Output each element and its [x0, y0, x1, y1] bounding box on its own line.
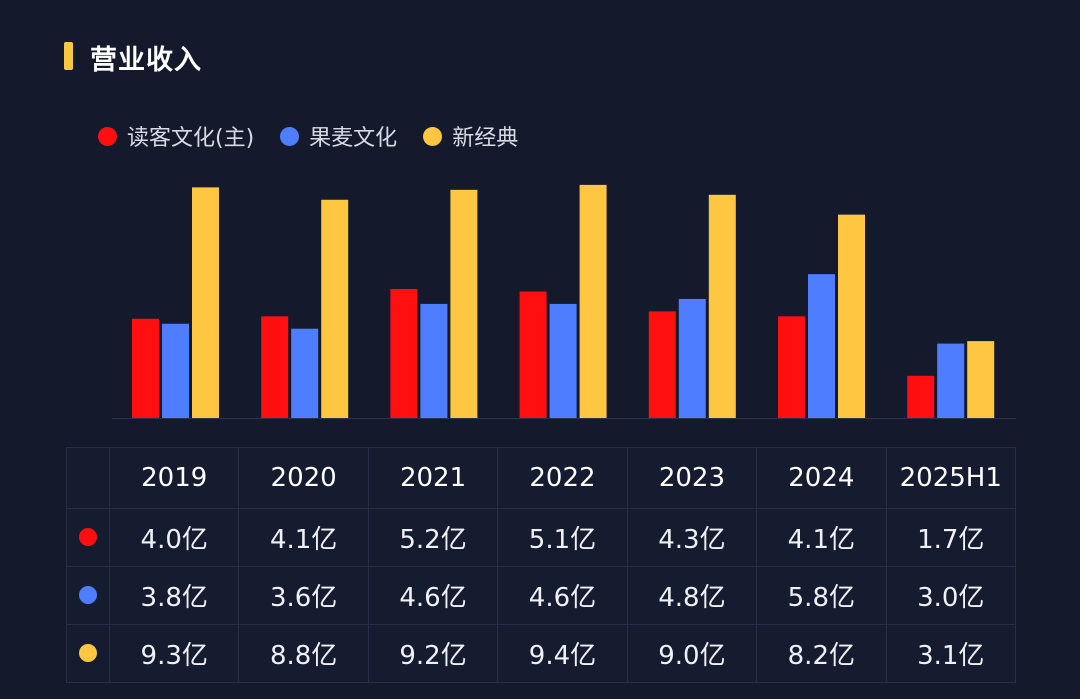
value-cell: 3.1亿: [885, 624, 1017, 683]
value-cell: 4.6亿: [497, 566, 628, 625]
bar-新经典-2024: [838, 214, 865, 418]
value-cell: 9.3亿: [108, 624, 240, 683]
value-cell: 3.8亿: [108, 566, 240, 625]
bar-新经典-2019: [192, 187, 219, 418]
bar-果麦文化-2022: [549, 303, 577, 418]
bar-果麦文化-2025H1: [937, 343, 965, 418]
legend-item-0: 读客文化(主): [98, 120, 254, 152]
row-dot-0: [79, 527, 97, 546]
legend-label-1: 果麦文化: [309, 126, 398, 151]
bar-新经典-2020: [321, 199, 349, 418]
row-marker-cell: [66, 508, 110, 567]
bar-新经典-2022: [579, 184, 607, 418]
value-cell: 9.4亿: [497, 624, 628, 683]
value-cell: 4.1亿: [238, 508, 369, 567]
bar-读客文化(主)-2023: [648, 311, 676, 418]
bar-读客文化(主)-2021: [390, 289, 418, 418]
bar-果麦文化-2024: [808, 274, 835, 418]
bar-果麦文化-2019: [162, 323, 189, 418]
legend-dot-0: [98, 126, 117, 146]
bar-果麦文化-2021: [420, 303, 448, 418]
value-cell: 9.0亿: [626, 624, 758, 683]
year-cell: 2019: [108, 447, 240, 509]
table-row: 3.8亿 3.6亿 4.6亿 4.6亿 4.8亿 5.8亿 3.0亿: [66, 566, 1017, 625]
bar-读客文化(主)-2019: [132, 318, 159, 418]
table-header-row: 2019 2020 2021 2022 2023 2024 2025H1: [66, 447, 1017, 509]
value-cell: 4.0亿: [108, 508, 240, 567]
value-cell: 4.3亿: [626, 508, 758, 567]
row-marker-cell: [66, 624, 110, 683]
value-cell: 5.2亿: [367, 508, 499, 567]
value-cell: 1.7亿: [885, 508, 1017, 567]
row-dot-1: [79, 585, 97, 604]
page-title: 营业收入: [90, 45, 202, 76]
bar-读客文化(主)-2024: [778, 316, 805, 418]
bar-果麦文化-2023: [678, 298, 706, 418]
value-cell: 5.8亿: [756, 566, 887, 625]
table-row: 9.3亿 8.8亿 9.2亿 9.4亿 9.0亿 8.2亿 3.1亿: [66, 624, 1017, 683]
year-cell: 2021: [367, 447, 499, 509]
row-dot-2: [79, 643, 97, 662]
legend-dot-2: [423, 126, 443, 146]
year-cell: 2020: [238, 447, 369, 509]
year-cell: 2023: [626, 447, 758, 509]
row-marker-cell: [66, 566, 110, 625]
bar-读客文化(主)-2025H1: [907, 375, 935, 418]
data-table: 2019 2020 2021 2022 2023 2024 2025H1 4.0…: [66, 447, 1017, 683]
year-cell: 2022: [497, 447, 628, 509]
value-cell: 4.6亿: [367, 566, 499, 625]
legend-item-1: 果麦文化: [280, 120, 397, 152]
legend-item-2: 新经典: [423, 120, 518, 152]
table-corner-cell: [66, 447, 110, 509]
value-cell: 8.2亿: [756, 624, 887, 683]
bar-读客文化(主)-2022: [519, 291, 547, 418]
bar-果麦文化-2020: [291, 328, 319, 418]
title-accent-bar: [64, 42, 73, 70]
bar-新经典-2021: [450, 189, 478, 418]
value-cell: 3.0亿: [885, 566, 1017, 625]
legend-dot-1: [280, 126, 300, 146]
bar-读客文化(主)-2020: [261, 316, 289, 418]
bar-新经典-2025H1: [967, 341, 995, 418]
year-cell: 2025H1: [885, 447, 1017, 509]
legend-label-2: 新经典: [452, 126, 519, 151]
value-cell: 4.1亿: [756, 508, 887, 567]
value-cell: 5.1亿: [497, 508, 628, 567]
value-cell: 4.8亿: [626, 566, 758, 625]
value-cell: 8.8亿: [238, 624, 369, 683]
value-cell: 9.2亿: [367, 624, 499, 683]
legend-label-0: 读客文化(主): [127, 126, 255, 151]
table-row: 4.0亿 4.1亿 5.2亿 5.1亿 4.3亿 4.1亿 1.7亿: [66, 508, 1017, 567]
value-cell: 3.6亿: [238, 566, 369, 625]
bar-chart: [112, 184, 1016, 419]
chart-legend: 读客文化(主) 果麦文化 新经典: [98, 120, 518, 152]
bar-新经典-2023: [708, 194, 736, 418]
year-cell: 2024: [756, 447, 887, 509]
